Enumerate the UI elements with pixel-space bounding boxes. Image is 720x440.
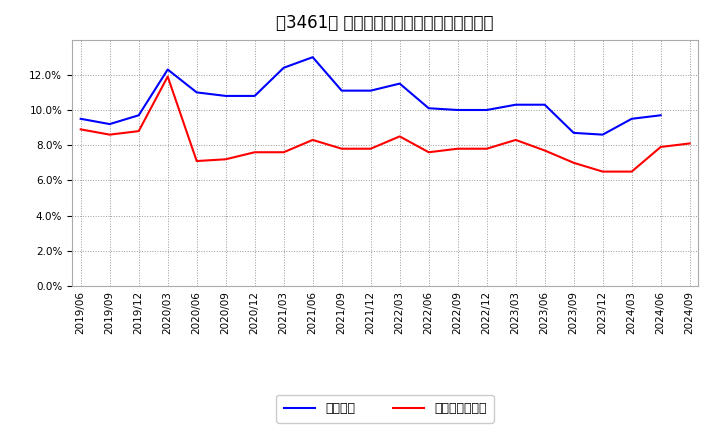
固定長期適合率 (541, 148, 549, 153)
固定比率 (135, 113, 143, 118)
固定比率 (598, 132, 607, 137)
固定比率 (279, 65, 288, 70)
固定長期適合率 (424, 150, 433, 155)
固定比率 (627, 116, 636, 121)
固定長期適合率 (135, 128, 143, 134)
固定長期適合率 (395, 134, 404, 139)
Line: 固定比率: 固定比率 (81, 57, 661, 135)
固定長期適合率 (163, 74, 172, 79)
固定長期適合率 (570, 160, 578, 165)
固定長期適合率 (657, 144, 665, 150)
固定比率 (657, 113, 665, 118)
固定長期適合率 (338, 146, 346, 151)
固定長期適合率 (221, 157, 230, 162)
固定比率 (251, 93, 259, 99)
固定比率 (338, 88, 346, 93)
固定長期適合率 (192, 158, 201, 164)
固定比率 (454, 107, 462, 113)
固定長期適合率 (105, 132, 114, 137)
固定比率 (76, 116, 85, 121)
Title: ［3461］ 固定比率、固定長期適合率の推移: ［3461］ 固定比率、固定長期適合率の推移 (276, 15, 494, 33)
固定比率 (570, 130, 578, 136)
固定長期適合率 (308, 137, 317, 143)
固定比率 (541, 102, 549, 107)
固定比率 (395, 81, 404, 86)
固定比率 (424, 106, 433, 111)
固定長期適合率 (685, 141, 694, 146)
固定長期適合率 (251, 150, 259, 155)
固定比率 (482, 107, 491, 113)
固定比率 (163, 67, 172, 72)
固定比率 (308, 55, 317, 60)
固定長期適合率 (598, 169, 607, 174)
固定長期適合率 (279, 150, 288, 155)
固定長期適合率 (482, 146, 491, 151)
固定長期適合率 (511, 137, 520, 143)
Line: 固定長期適合率: 固定長期適合率 (81, 77, 690, 172)
固定長期適合率 (76, 127, 85, 132)
固定比率 (221, 93, 230, 99)
Legend: 固定比率, 固定長期適合率: 固定比率, 固定長期適合率 (276, 395, 494, 423)
固定比率 (511, 102, 520, 107)
固定長期適合率 (366, 146, 375, 151)
固定長期適合率 (454, 146, 462, 151)
固定長期適合率 (627, 169, 636, 174)
固定比率 (366, 88, 375, 93)
固定比率 (105, 121, 114, 127)
固定比率 (192, 90, 201, 95)
